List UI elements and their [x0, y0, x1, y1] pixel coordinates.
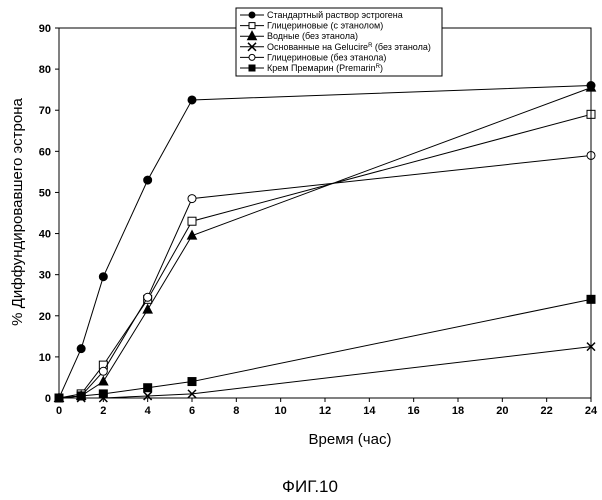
marker-open-square	[249, 23, 255, 29]
legend-label: Глицериновые (без этанола)	[267, 52, 386, 62]
marker-filled-square	[249, 65, 255, 71]
x-tick-label: 2	[100, 405, 106, 417]
marker-filled-square	[77, 392, 85, 400]
y-tick-label: 70	[39, 105, 51, 117]
legend-label: Глицериновые (с этанолом)	[267, 21, 383, 31]
series-5	[55, 295, 595, 402]
marker-filled-triangle	[143, 305, 152, 314]
y-tick-label: 80	[39, 64, 51, 76]
marker-filled-square	[188, 378, 196, 386]
y-tick-label: 20	[39, 311, 51, 323]
legend-label: Водные (без этанола)	[267, 31, 358, 41]
x-tick-label: 10	[275, 405, 287, 417]
legend-label: Стандартный раствор эстрогена	[267, 10, 403, 20]
x-tick-label: 14	[363, 405, 376, 417]
marker-filled-triangle	[99, 377, 108, 386]
series-line	[59, 86, 591, 398]
legend: Стандартный раствор эстрогенаГлицериновы…	[236, 8, 442, 76]
marker-open-circle	[249, 54, 255, 60]
x-tick-label: 12	[319, 405, 331, 417]
marker-filled-circle	[99, 273, 107, 281]
x-tick-label: 20	[496, 405, 508, 417]
y-tick-label: 40	[39, 229, 51, 241]
y-tick-label: 10	[39, 352, 51, 364]
marker-open-circle	[188, 195, 196, 203]
marker-open-circle	[99, 367, 107, 375]
legend-label: Крем Премарин (PremarinR)	[267, 63, 383, 73]
series-4	[55, 151, 595, 402]
series-line	[59, 114, 591, 398]
figure-caption: ФИГ.10	[282, 477, 338, 496]
x-axis-title: Время (час)	[309, 431, 392, 448]
marker-open-square	[188, 217, 196, 225]
x-tick-label: 18	[452, 405, 464, 417]
x-tick-label: 22	[541, 405, 553, 417]
series-1	[55, 110, 595, 402]
y-tick-label: 60	[39, 146, 51, 158]
x-tick-label: 8	[233, 405, 239, 417]
legend-item: Основанные на GelucireR (без этанола)	[240, 42, 431, 52]
series-line	[59, 299, 591, 398]
series-line	[59, 155, 591, 398]
plot-area	[55, 82, 596, 402]
x-tick-label: 16	[408, 405, 420, 417]
marker-filled-circle	[144, 176, 152, 184]
x-tick-label: 4	[145, 405, 152, 417]
axes: 0246810121416182022240102030405060708090	[39, 23, 598, 417]
y-tick-label: 0	[45, 393, 51, 405]
y-axis-title: % Диффундировавшего эстрона	[9, 98, 26, 326]
y-tick-label: 30	[39, 270, 51, 282]
marker-filled-square	[144, 384, 152, 392]
y-tick-label: 90	[39, 23, 51, 35]
marker-filled-circle	[249, 12, 255, 18]
marker-filled-circle	[188, 96, 196, 104]
series-3	[55, 343, 595, 402]
x-tick-label: 24	[585, 405, 598, 417]
marker-filled-circle	[77, 345, 85, 353]
marker-filled-square	[99, 390, 107, 398]
plot-frame	[59, 28, 591, 398]
y-tick-label: 50	[39, 187, 51, 199]
x-tick-label: 6	[189, 405, 195, 417]
legend-label: Основанные на GelucireR (без этанола)	[267, 42, 431, 52]
x-tick-label: 0	[56, 405, 62, 417]
series-line	[59, 88, 591, 398]
marker-open-circle	[144, 293, 152, 301]
